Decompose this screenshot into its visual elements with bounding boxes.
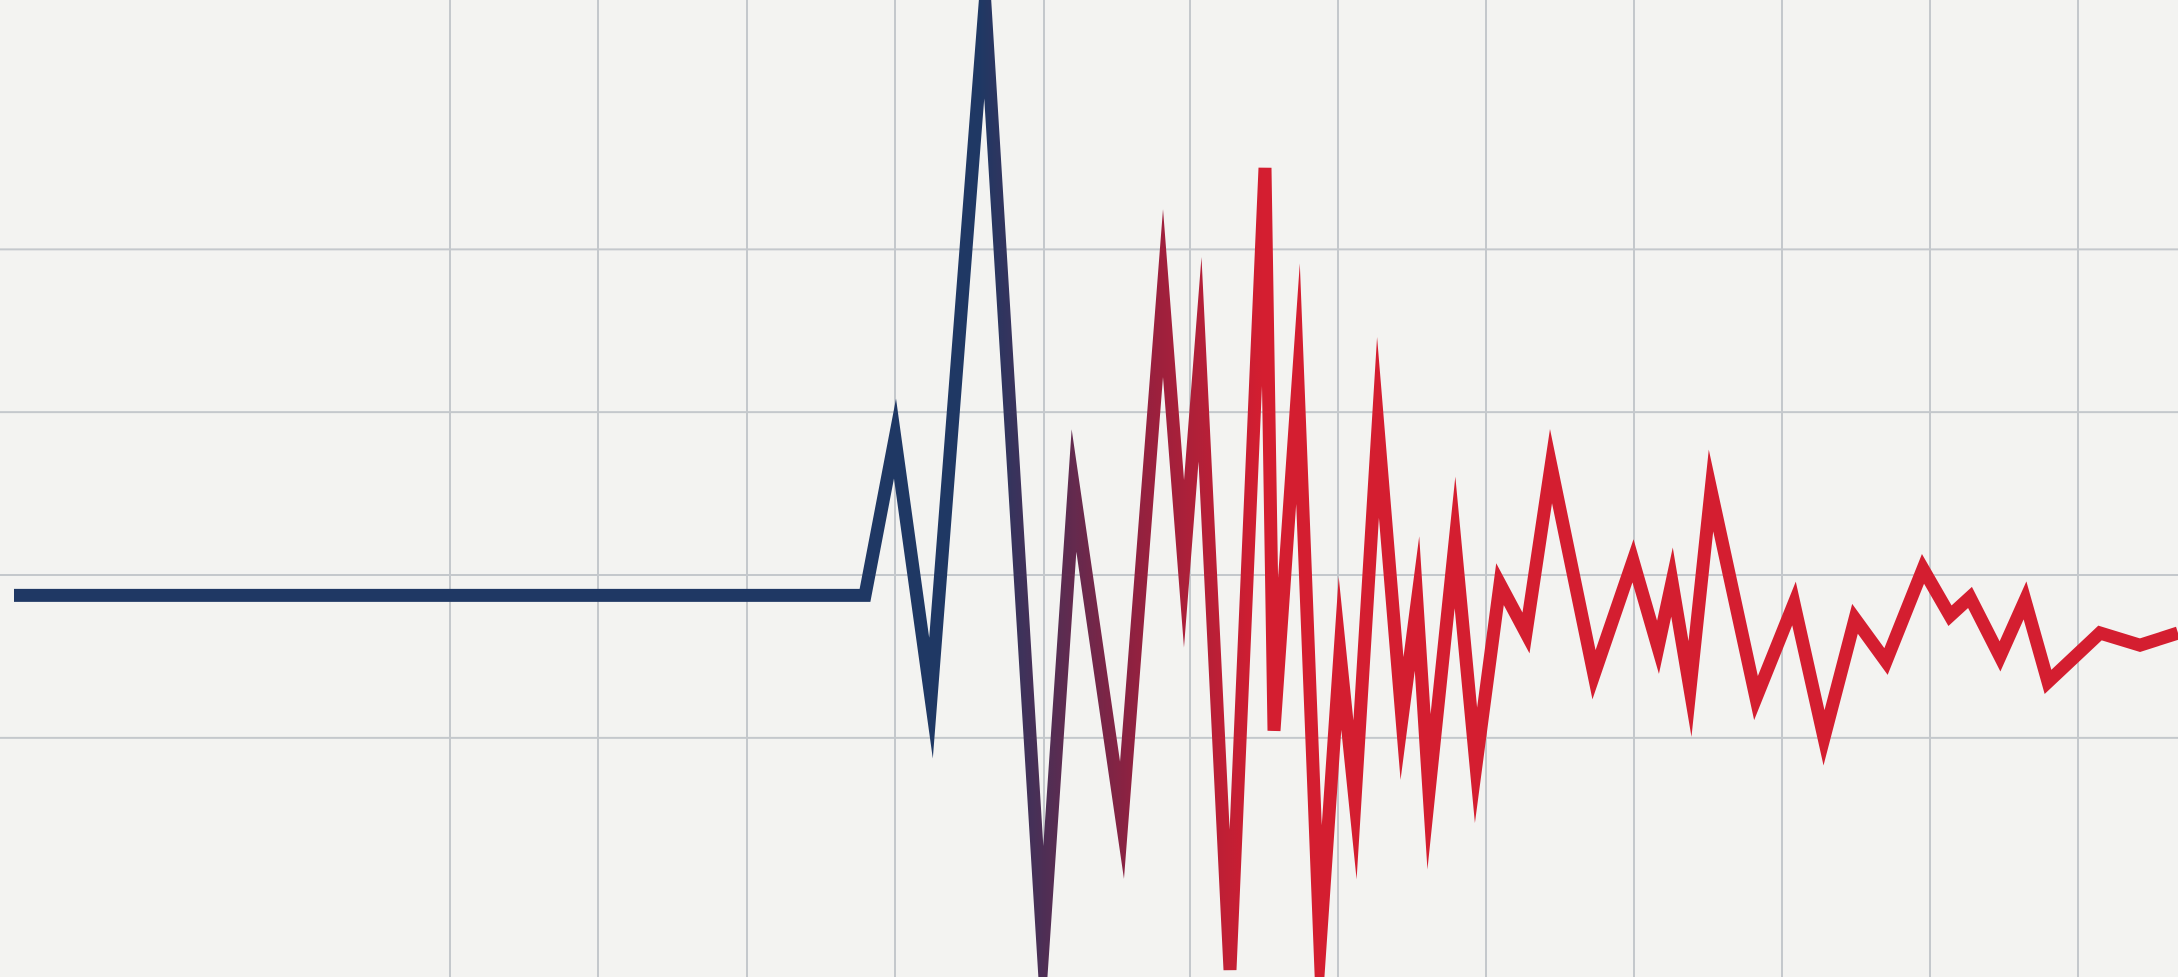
- series-group: [14, 0, 2178, 977]
- seismic-wave-line: [14, 0, 2178, 977]
